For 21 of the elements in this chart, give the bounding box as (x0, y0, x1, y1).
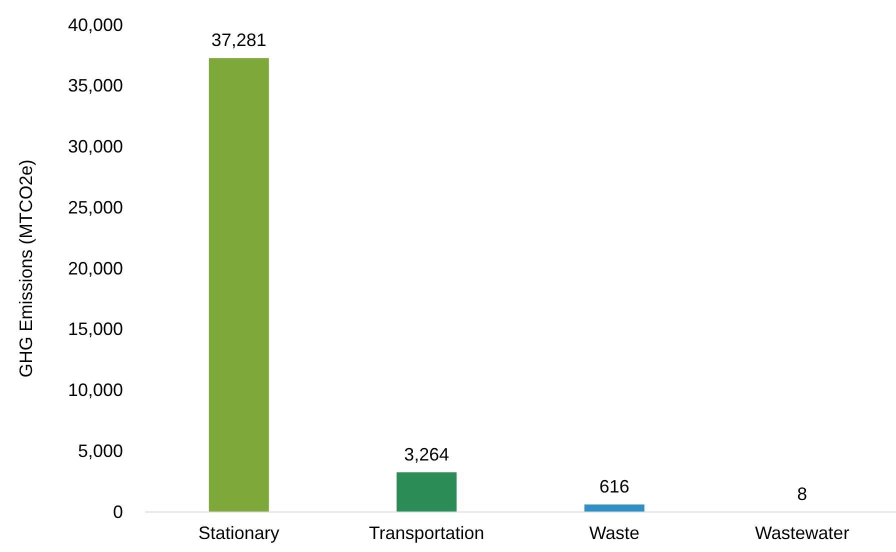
y-tick-label: 5,000 (78, 440, 123, 461)
data-label: 616 (599, 476, 630, 496)
y-tick-label: 15,000 (68, 319, 123, 340)
bar (208, 58, 269, 512)
y-tick-label: 35,000 (68, 76, 123, 96)
data-label: 37,281 (211, 30, 266, 50)
bar (396, 472, 457, 512)
data-label: 3,264 (404, 444, 450, 464)
y-tick-label: 20,000 (68, 258, 123, 278)
x-tick-label: Stationary (198, 522, 280, 543)
y-tick-label: 0 (112, 502, 123, 522)
data-label: 8 (797, 484, 808, 504)
y-tick-label: 30,000 (68, 136, 123, 157)
x-tick-label: Wastewater (754, 522, 850, 543)
y-tick-label: 25,000 (68, 197, 123, 218)
x-tick-label: Waste (589, 522, 640, 543)
y-tick-label: 10,000 (68, 380, 123, 400)
x-tick-label: Transportation (368, 522, 484, 543)
y-axis-title: GHG Emissions (MTCO2e) (16, 159, 36, 378)
bar (584, 504, 644, 512)
y-tick-label: 40,000 (68, 14, 123, 35)
